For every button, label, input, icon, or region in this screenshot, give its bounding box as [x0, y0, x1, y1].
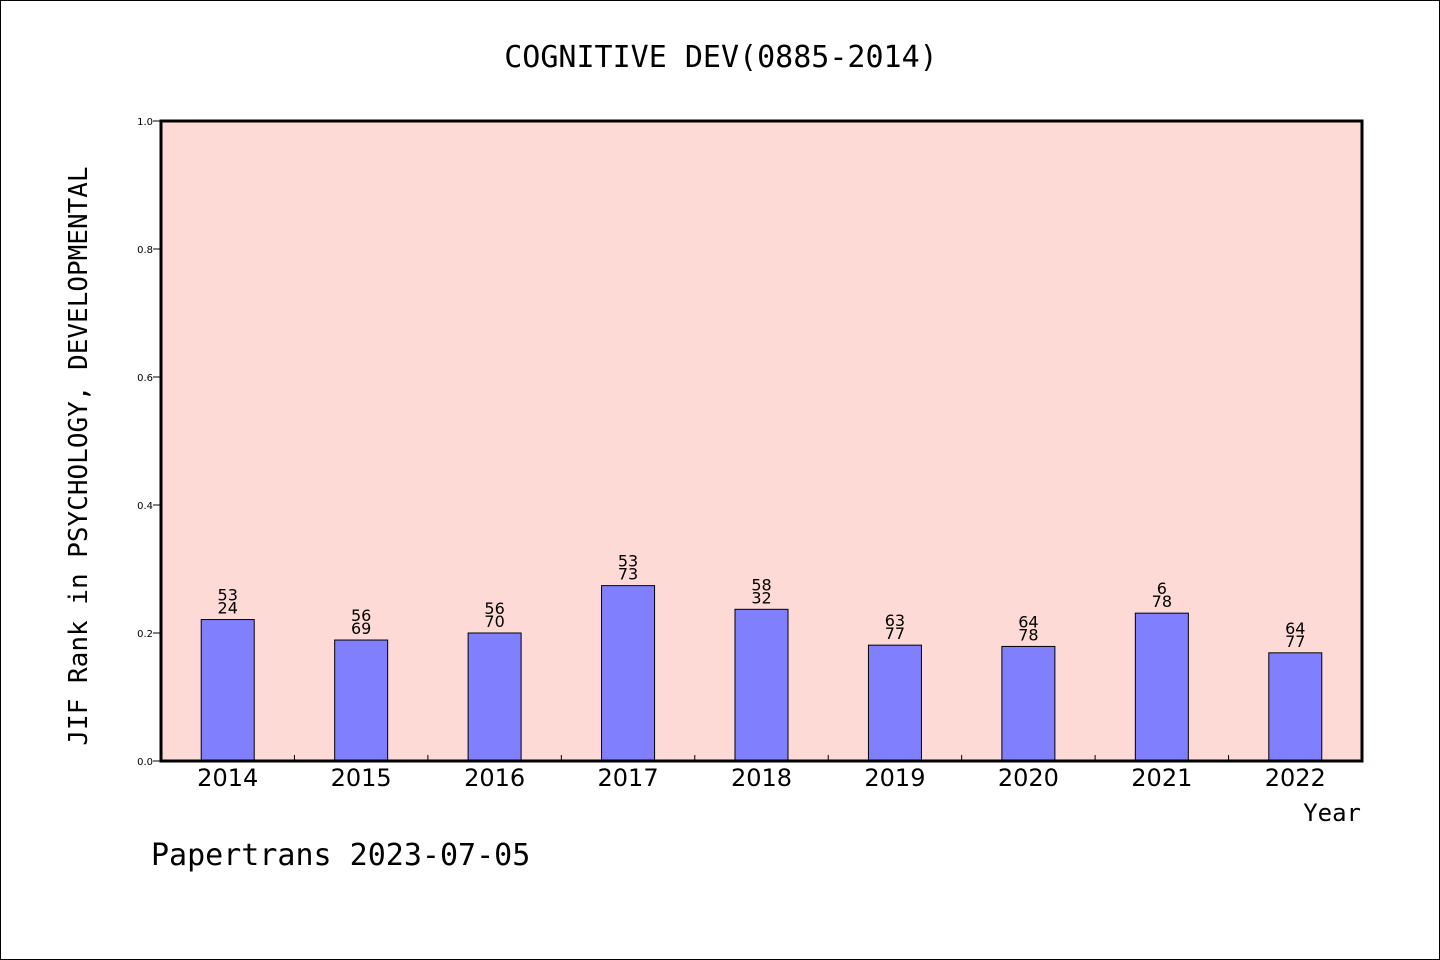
x-tick-label-2018: 2018 — [731, 764, 792, 792]
x-tick-label-2014: 2014 — [197, 764, 258, 792]
y-tick-label: 0.0 — [137, 757, 153, 768]
bar-label-top-2020: 64 — [1018, 612, 1038, 631]
y-tick-label: 1.0 — [137, 117, 153, 128]
x-tick-label-2021: 2021 — [1131, 764, 1192, 792]
x-tick-label-2022: 2022 — [1265, 764, 1326, 792]
bar-label-bottom-2019: 77 — [885, 624, 905, 643]
bar-label-bottom-2015: 69 — [351, 619, 371, 638]
bar-2014 — [200, 619, 255, 762]
bar-label-bottom-2016: 70 — [484, 612, 504, 631]
x-tick-label-2016: 2016 — [464, 764, 525, 792]
y-axis-label: JIF Rank in PSYCHOLOGY, DEVELOPMENTAL — [64, 166, 94, 745]
bar-2021 — [1134, 612, 1189, 762]
x-tick-label-2015: 2015 — [331, 764, 392, 792]
bar-label-top-2019: 63 — [885, 611, 905, 630]
bar-label-bottom-2014: 24 — [218, 599, 238, 618]
bar-label-top-2021: 6 — [1157, 579, 1167, 598]
bar-2016 — [467, 632, 522, 762]
y-tick-label: 0.6 — [137, 373, 153, 384]
x-axis-label: Year — [1303, 799, 1361, 827]
bar-label-top-2015: 56 — [351, 606, 371, 625]
x-tick-label-2017: 2017 — [598, 764, 659, 792]
plot-frame — [159, 119, 1364, 763]
tick-group: 0.0 0.2 0.4 0.6 0.8 1.0 2014 2015 2016 2017 2018 20… — [137, 117, 1326, 792]
bar-label-bottom-2021: 78 — [1152, 592, 1172, 611]
y-tick-label: 0.8 — [137, 245, 153, 256]
x-tick-label-2019: 2019 — [864, 764, 925, 792]
bar-label-bottom-2022: 77 — [1285, 632, 1305, 651]
y-tick-label: 0.4 — [137, 501, 153, 512]
bar-2022 — [1268, 652, 1323, 762]
bar-label-bottom-2020: 78 — [1018, 625, 1038, 644]
bar-label-top-2022: 64 — [1285, 619, 1305, 638]
bar-label-top-2018: 58 — [751, 575, 771, 594]
y-tick-label: 0.2 — [137, 629, 153, 640]
bar-2018 — [734, 608, 789, 762]
bar-label-bottom-2018: 32 — [751, 588, 771, 607]
bar-2020 — [1001, 645, 1056, 762]
bar-label-top-2014: 53 — [218, 586, 238, 605]
x-tick-label-2020: 2020 — [998, 764, 1059, 792]
footer-text: Papertrans 2023-07-05 — [151, 838, 530, 873]
bar-label-top-2016: 56 — [484, 599, 504, 618]
chart-title: COGNITIVE DEV(0885-2014) — [504, 40, 937, 75]
bar-2017 — [601, 585, 656, 762]
bar-2019 — [867, 644, 922, 762]
bar-2015 — [334, 639, 389, 762]
bar-label-top-2017: 53 — [618, 552, 638, 571]
bar-label-bottom-2017: 73 — [618, 565, 638, 584]
